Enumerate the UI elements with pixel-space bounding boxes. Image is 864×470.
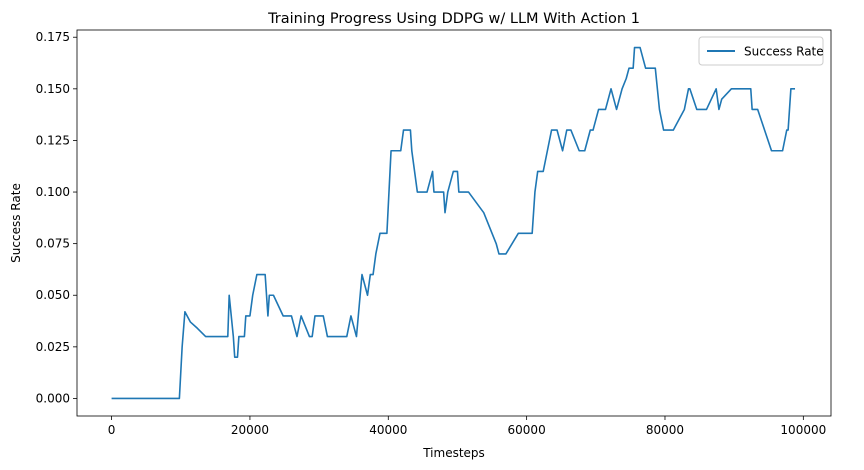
x-tick-label: 80000 xyxy=(646,423,684,437)
x-axis: 0 20000 40000 60000 80000 100000 xyxy=(108,416,826,437)
y-tick-label: 0.000 xyxy=(36,391,70,405)
legend-label: Success Rate xyxy=(744,45,824,59)
y-tick-label: 0.025 xyxy=(36,340,70,354)
y-tick-label: 0.100 xyxy=(36,185,70,199)
x-tick-label: 40000 xyxy=(369,423,407,437)
x-axis-label: Timesteps xyxy=(422,446,485,460)
y-tick-label: 0.075 xyxy=(36,237,70,251)
y-tick-label: 0.125 xyxy=(36,133,70,147)
x-tick-label: 60000 xyxy=(508,423,546,437)
plot-frame xyxy=(76,29,832,417)
legend: Success Rate xyxy=(698,36,824,66)
legend-box xyxy=(698,36,824,66)
y-tick-label: 0.050 xyxy=(36,288,70,302)
y-axis: 0.000 0.025 0.050 0.075 0.100 0.125 0.150 0.175 xyxy=(36,30,77,405)
series-line-success-rate xyxy=(111,46,796,400)
series-layer xyxy=(111,46,796,400)
x-tick-label: 0 xyxy=(108,423,116,437)
y-axis-label: Success Rate xyxy=(9,183,23,263)
y-tick-label: 0.175 xyxy=(36,30,70,44)
y-tick-label: 0.150 xyxy=(36,82,70,96)
x-tick-label: 20000 xyxy=(231,423,269,437)
x-tick-label: 100000 xyxy=(780,423,826,437)
chart-title: Training Progress Using DDPG w/ LLM With… xyxy=(267,11,640,27)
